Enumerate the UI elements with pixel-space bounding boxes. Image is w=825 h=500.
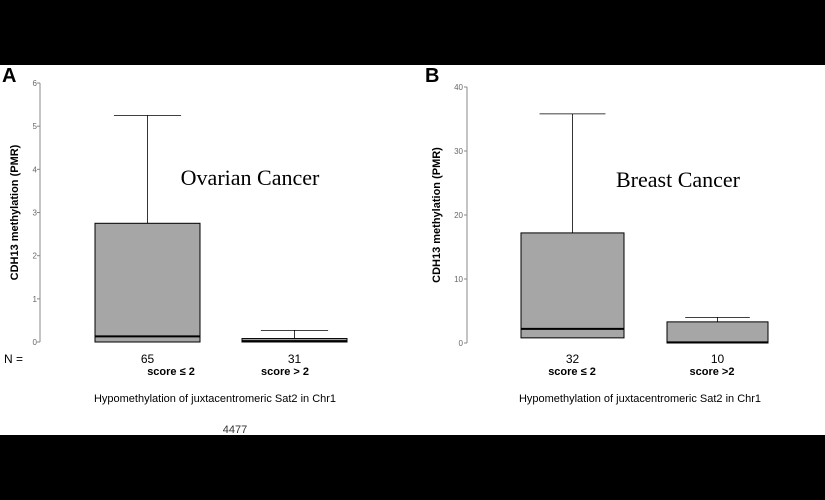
figure: A 0 1 2 3 4 5 6 CDH13 methylation (PMR) 65 score ≤… <box>0 65 825 435</box>
panel-a-y-tick-label: 2 <box>33 252 38 261</box>
panel-a-x-label: Hypomethylation of juxtacentromeric Sat2… <box>94 393 336 405</box>
panel-a-n-label: N = <box>4 352 23 366</box>
panel-a-group-1-label: score ≤ 2 <box>147 366 195 378</box>
panel-a-y-tick-label: 3 <box>33 209 38 218</box>
panel-b-title: Breast Cancer <box>616 167 741 192</box>
panel-b-group-1-box <box>520 232 625 339</box>
panel-a-group-2-n: 31 <box>288 352 302 366</box>
panel-a-y-tick-label: 0 <box>33 338 38 347</box>
panel-a-title: Ovarian Cancer <box>181 165 320 190</box>
panel-b-group-2-n: 10 <box>711 352 725 366</box>
panel-b-group-2-box <box>666 321 769 344</box>
panel-a-y-label: CDH13 methylation (PMR) <box>9 144 21 280</box>
panel-b-group-1-label: score ≤ 2 <box>548 366 596 378</box>
panel-b-y-tick-label: 40 <box>454 83 463 92</box>
panel-b-y-tick-label: 0 <box>459 339 464 348</box>
panel-b-group-2-label: score >2 <box>690 366 735 378</box>
panel-b-y-tick-label: 20 <box>454 211 463 220</box>
panel-b-y-label: CDH13 methylation (PMR) <box>431 147 443 283</box>
panel-a-letter: A <box>2 65 16 87</box>
panel-a-group-1-box <box>94 222 201 343</box>
panel-a-y-tick-label: 1 <box>33 295 38 304</box>
panel-b-y-tick-label: 10 <box>454 275 463 284</box>
panel-a-y-tick-label: 4 <box>33 165 38 174</box>
panel-a-group-2-label: score > 2 <box>261 366 309 378</box>
panel-b-x-label: Hypomethylation of juxtacentromeric Sat2… <box>519 393 761 405</box>
panel-b-group-1-n: 32 <box>566 352 580 366</box>
footnote: 4477 <box>223 424 247 435</box>
panel-a-group-1-n: 65 <box>141 352 155 366</box>
panel-b-y-tick-label: 30 <box>454 147 463 156</box>
panel-b-letter: B <box>425 65 439 87</box>
panel-a-y-tick-label: 6 <box>33 79 38 88</box>
panel-a-y-tick-label: 5 <box>33 122 38 131</box>
